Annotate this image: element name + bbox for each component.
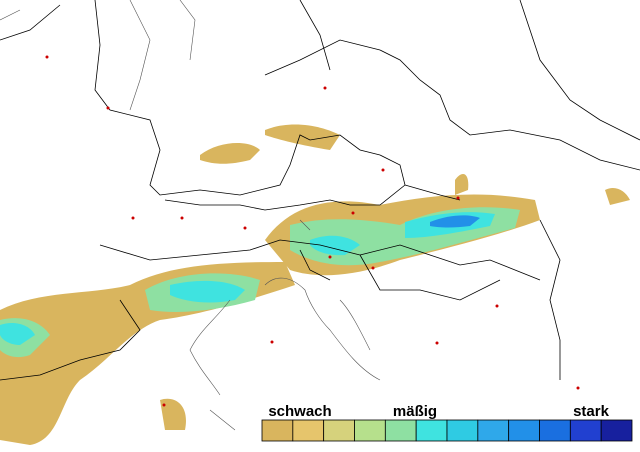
legend-label: stark xyxy=(573,403,610,420)
legend-swatch xyxy=(261,419,294,442)
legend-label: mäßig xyxy=(393,403,437,420)
legend-swatch xyxy=(477,419,510,442)
legend-swatch xyxy=(446,419,479,442)
legend-swatch xyxy=(508,419,540,442)
legend-swatch xyxy=(384,419,417,442)
cities xyxy=(45,55,580,407)
legend-swatch xyxy=(292,419,325,442)
borders xyxy=(0,0,640,441)
legend-swatch xyxy=(600,419,633,442)
legend-label: schwach xyxy=(268,403,331,420)
legend-swatch xyxy=(323,419,355,442)
legend-swatch xyxy=(415,419,448,442)
legend-swatch xyxy=(569,419,602,442)
legend xyxy=(261,419,633,442)
precipitation xyxy=(0,124,630,445)
legend-swatch xyxy=(354,419,386,442)
legend-swatch xyxy=(539,419,571,442)
